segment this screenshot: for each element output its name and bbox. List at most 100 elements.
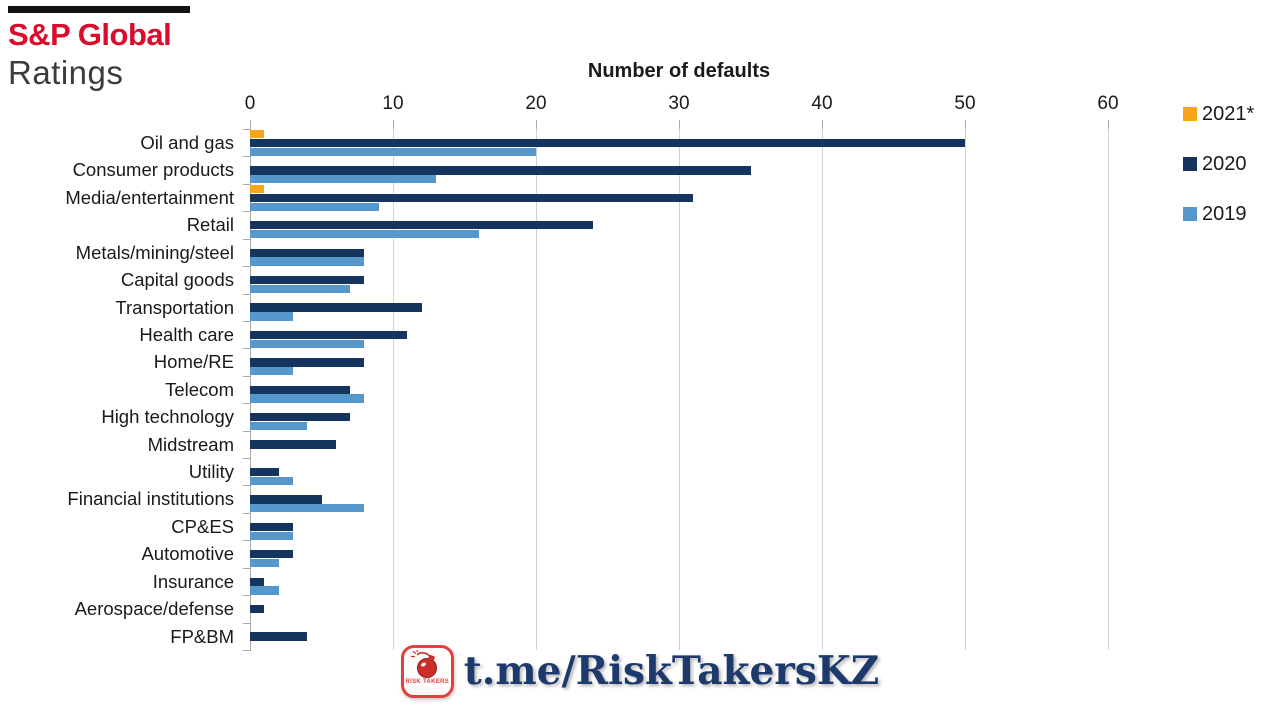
bar-2019-metals-mining-steel: [250, 257, 365, 266]
bar-2020-retail: [250, 221, 594, 230]
legend-label-2019: 2019: [1202, 202, 1247, 225]
y-axis-tick-mark: [243, 183, 250, 185]
category-label-cp-es: CP&ES: [171, 515, 234, 537]
category-row-capital-goods: [250, 266, 1140, 294]
legend-swatch-2021: [1183, 107, 1197, 121]
y-axis-line: [250, 120, 251, 651]
category-label-utility: Utility: [188, 461, 234, 483]
category-row-high-technology: [250, 403, 1140, 431]
category-label-retail: Retail: [186, 214, 234, 236]
category-label-insurance: Insurance: [152, 570, 234, 592]
bar-2020-transportation: [250, 303, 422, 312]
y-axis-tick-mark: [243, 622, 250, 624]
category-row-consumer-products: [250, 156, 1140, 184]
category-row-oil-and-gas: [250, 129, 1140, 156]
bar-2020-high-technology: [250, 413, 351, 422]
watermark: RISK TAKERS t.me/RiskTakersKZ: [0, 645, 1280, 698]
category-row-fp-bm: [250, 623, 1140, 650]
x-axis-tick-label: 10: [382, 93, 404, 114]
bar-2019-automotive: [250, 559, 279, 568]
y-axis-tick-mark: [243, 567, 250, 569]
y-axis-tick-mark: [243, 211, 250, 213]
category-row-metals-mining-steel: [250, 239, 1140, 266]
risk-takers-badge: RISK TAKERS: [400, 645, 454, 698]
y-axis-tick-mark: [243, 485, 250, 487]
bar-2021-media-entertainment: [250, 184, 265, 194]
bar-2020-automotive: [250, 550, 293, 559]
x-axis-tick-label: 20: [525, 93, 547, 114]
bar-2019-oil-and-gas: [250, 147, 536, 156]
y-axis-tick-mark: [243, 430, 250, 432]
bar-2020-home-re: [250, 358, 365, 367]
x-axis-tick-mark: [536, 120, 537, 129]
y-axis-tick-mark: [243, 540, 250, 542]
bar-2019-financial-institutions: [250, 504, 365, 513]
x-axis-tick-mark: [965, 120, 966, 129]
bar-2020-health-care: [250, 330, 408, 340]
legend-swatch-2020: [1183, 157, 1197, 171]
bar-2019-high-technology: [250, 421, 308, 431]
x-axis-tick-label: 40: [811, 93, 833, 114]
category-row-health-care: [250, 321, 1140, 348]
bar-2019-insurance: [250, 586, 279, 595]
category-label-media-entertainment: Media/entertainment: [65, 186, 234, 208]
x-axis-tick-label: 0: [244, 93, 256, 114]
y-axis-tick-mark: [243, 320, 250, 322]
category-row-automotive: [250, 540, 1140, 568]
x-axis-tick-label: 60: [1097, 93, 1119, 114]
category-row-home-re: [250, 348, 1140, 376]
category-row-media-entertainment: [250, 184, 1140, 211]
gridline: [1108, 129, 1109, 650]
category-row-telecom: [250, 376, 1140, 403]
bar-2020-oil-and-gas: [250, 138, 965, 148]
legend-item-2019: 2019: [1183, 202, 1254, 226]
plot-area: [250, 129, 1140, 650]
bar-2019-consumer-products: [250, 175, 436, 184]
x-axis-tick-mark: [393, 120, 394, 129]
watermark-link-text: t.me/RiskTakersKZ: [463, 648, 880, 694]
category-label-high-technology: High technology: [101, 406, 234, 428]
bar-2020-utility: [250, 467, 279, 477]
y-axis-tick-mark: [243, 266, 250, 268]
bar-2020-fp-bm: [250, 632, 308, 641]
bar-2019-telecom: [250, 394, 365, 403]
bar-2020-telecom: [250, 385, 351, 394]
y-axis-tick-mark: [243, 238, 250, 240]
bar-2020-consumer-products: [250, 166, 751, 175]
category-label-midstream: Midstream: [147, 433, 234, 455]
category-row-financial-institutions: [250, 485, 1140, 513]
bar-2019-health-care: [250, 339, 365, 348]
category-row-midstream: [250, 431, 1140, 458]
category-label-home-re: Home/RE: [153, 351, 234, 373]
badge-label: RISK TAKERS: [405, 679, 450, 685]
x-axis-tick-label: 50: [954, 93, 976, 114]
bar-2020-media-entertainment: [250, 193, 694, 202]
legend-item-2021: 2021*: [1183, 102, 1254, 126]
legend-label-2020: 2020: [1202, 152, 1247, 175]
x-axis-tick-mark: [679, 120, 680, 129]
category-label-metals-mining-steel: Metals/mining/steel: [75, 241, 234, 263]
x-axis-tick-mark: [822, 120, 823, 129]
legend: 2021* 2020 2019: [1183, 102, 1254, 252]
x-axis-tick-label: 30: [668, 93, 690, 114]
bar-2019-transportation: [250, 312, 293, 321]
y-axis-tick-mark: [243, 156, 250, 158]
category-row-cp-es: [250, 513, 1140, 540]
legend-swatch-2019: [1183, 207, 1197, 221]
bar-2019-capital-goods: [250, 284, 351, 294]
category-row-transportation: [250, 294, 1140, 321]
bar-2020-metals-mining-steel: [250, 248, 365, 257]
gridline: [965, 129, 966, 650]
category-label-aerospace-defense: Aerospace/defense: [74, 598, 234, 620]
bar-2020-midstream: [250, 440, 336, 449]
category-label-financial-institutions: Financial institutions: [67, 488, 234, 510]
y-axis-tick-mark: [243, 512, 250, 514]
y-axis-tick-mark: [243, 129, 250, 130]
category-row-utility: [250, 458, 1140, 486]
category-label-automotive: Automotive: [141, 543, 234, 565]
category-row-aerospace-defense: [250, 595, 1140, 622]
legend-item-2020: 2020: [1183, 152, 1254, 176]
category-label-consumer-products: Consumer products: [72, 159, 234, 181]
legend-label-2021: 2021*: [1202, 102, 1255, 125]
